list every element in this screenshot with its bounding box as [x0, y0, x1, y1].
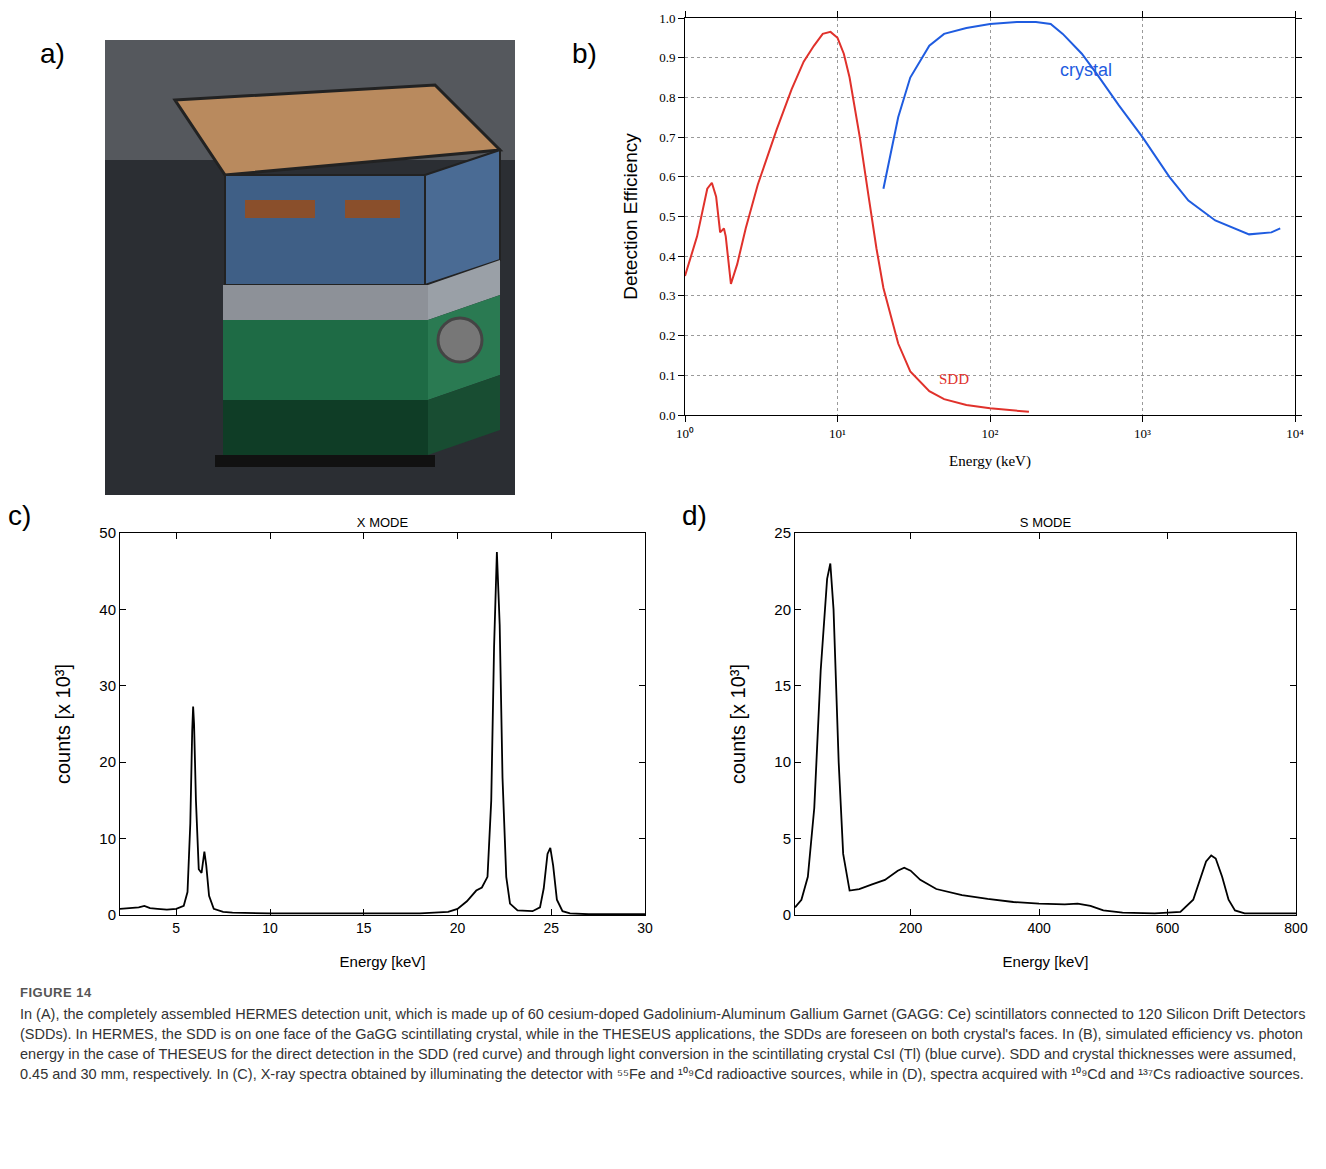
- svg-text:0: 0: [108, 906, 116, 923]
- svg-text:0.0: 0.0: [659, 408, 675, 423]
- svg-text:0.6: 0.6: [659, 169, 676, 184]
- svg-text:25: 25: [543, 920, 559, 936]
- svg-text:15: 15: [774, 677, 791, 694]
- html-text:FIGURE 14: FIGURE 14: [20, 985, 92, 1000]
- svg-text:Detection Efficiency: Detection Efficiency: [620, 133, 641, 300]
- svg-text:SDD: SDD: [939, 371, 969, 387]
- svg-text:10: 10: [99, 830, 116, 847]
- svg-text:0.9: 0.9: [659, 50, 675, 65]
- svg-text:10³: 10³: [1134, 426, 1151, 441]
- svg-text:200: 200: [899, 920, 923, 936]
- svg-text:15: 15: [356, 920, 372, 936]
- svg-text:20: 20: [774, 601, 791, 618]
- svg-text:0.5: 0.5: [659, 209, 675, 224]
- svg-text:10: 10: [774, 753, 791, 770]
- html-text:In (A), the completely assembl: In (A), the completely assembled HERMES …: [20, 1006, 1306, 1082]
- svg-text:600: 600: [1156, 920, 1180, 936]
- html-text:d): d): [682, 500, 707, 531]
- svg-text:800: 800: [1284, 920, 1308, 936]
- svg-text:20: 20: [99, 753, 116, 770]
- html-text:c): c): [8, 500, 32, 531]
- svg-text:Energy [keV]: Energy [keV]: [1003, 953, 1089, 970]
- svg-text:0.4: 0.4: [659, 249, 676, 264]
- svg-text:40: 40: [99, 601, 116, 618]
- svg-text:400: 400: [1027, 920, 1051, 936]
- html-text:a): a): [40, 38, 65, 69]
- svg-text:25: 25: [774, 524, 791, 541]
- svg-text:10¹: 10¹: [829, 426, 846, 441]
- svg-text:0.7: 0.7: [659, 130, 676, 145]
- svg-text:5: 5: [783, 830, 791, 847]
- svg-text:20: 20: [450, 920, 466, 936]
- svg-text:counts [x 10³]: counts [x 10³]: [52, 664, 74, 784]
- svg-text:10²: 10²: [982, 426, 999, 441]
- svg-text:10: 10: [262, 920, 278, 936]
- svg-text:0.1: 0.1: [659, 368, 675, 383]
- svg-text:0: 0: [783, 906, 791, 923]
- svg-text:30: 30: [637, 920, 653, 936]
- svg-text:30: 30: [99, 677, 116, 694]
- svg-text:Energy [keV]: Energy [keV]: [340, 953, 426, 970]
- svg-text:counts [x 10³]: counts [x 10³]: [727, 664, 749, 784]
- svg-text:Energy (keV): Energy (keV): [949, 453, 1031, 470]
- svg-text:10⁴: 10⁴: [1286, 426, 1304, 441]
- svg-text:10⁰: 10⁰: [676, 426, 694, 441]
- svg-text:X MODE: X MODE: [357, 515, 409, 530]
- svg-text:0.3: 0.3: [659, 288, 675, 303]
- svg-text:0.8: 0.8: [659, 90, 675, 105]
- svg-text:crystal: crystal: [1060, 60, 1112, 80]
- svg-text:1.0: 1.0: [659, 11, 675, 26]
- svg-text:50: 50: [99, 524, 116, 541]
- svg-text:0.2: 0.2: [659, 328, 675, 343]
- svg-text:S MODE: S MODE: [1020, 515, 1072, 530]
- svg-text:5: 5: [172, 920, 180, 936]
- html-text:b): b): [572, 38, 597, 69]
